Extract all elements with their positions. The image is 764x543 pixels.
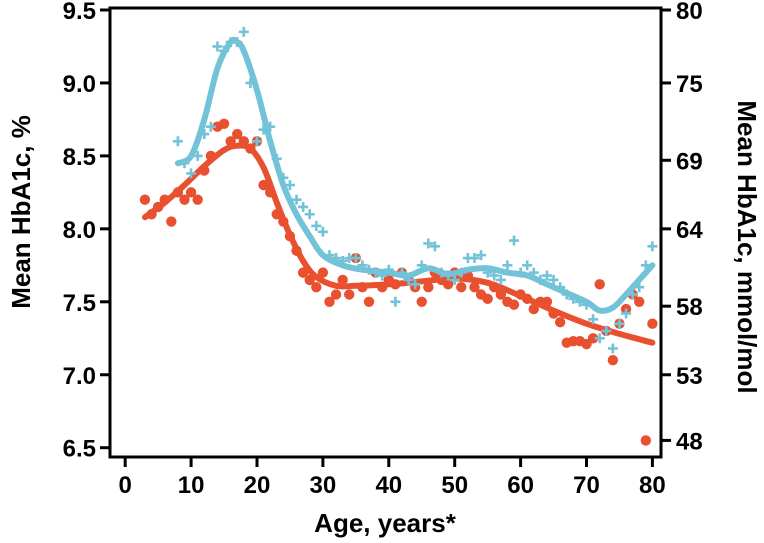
x-tick-label: 50 (441, 472, 468, 499)
data-point (363, 296, 375, 308)
data-marks (139, 26, 658, 446)
data-point (186, 168, 197, 179)
trend-line (174, 36, 656, 314)
data-point (304, 209, 315, 220)
data-point (416, 296, 427, 308)
data-point (390, 296, 401, 307)
data-point (185, 187, 197, 198)
data-point (324, 296, 335, 308)
data-point (647, 241, 658, 252)
data-point (344, 289, 355, 300)
y-tick-label-left: 7.5 (63, 290, 96, 317)
y-tick-label-right: 48 (676, 428, 703, 455)
data-point (192, 194, 203, 205)
y-tick-label-right: 80 (676, 0, 703, 25)
data-point (634, 296, 645, 308)
data-point (614, 318, 625, 329)
data-point (476, 250, 487, 261)
data-point (298, 201, 309, 212)
data-point (554, 317, 566, 328)
data-point (291, 194, 302, 205)
data-point (423, 238, 434, 249)
y-axis-title-left: Mean HbA1c, % (6, 115, 36, 309)
data-point (311, 220, 322, 231)
x-tick-label: 40 (375, 472, 402, 499)
data-point (232, 128, 243, 140)
y-tick-label-right: 75 (676, 71, 703, 98)
data-point (469, 282, 480, 293)
x-tick-label: 60 (507, 472, 534, 499)
data-point (495, 274, 506, 285)
data-point (495, 289, 507, 300)
data-point (284, 180, 295, 191)
y-tick-label-left: 8.0 (63, 217, 96, 244)
data-point (522, 260, 533, 271)
data-point (548, 274, 559, 285)
data-point (423, 282, 434, 293)
data-point (469, 253, 480, 264)
data-point (179, 194, 190, 205)
data-point (607, 343, 618, 354)
data-point (172, 136, 183, 147)
data-point (502, 260, 513, 271)
data-point (588, 314, 599, 325)
series-1 (172, 26, 658, 354)
x-axis-title: Age, years* (314, 508, 457, 538)
data-point (350, 253, 361, 264)
data-point (482, 293, 493, 305)
data-point (601, 325, 612, 336)
data-point (337, 274, 348, 286)
x-tick-label: 70 (573, 472, 600, 499)
y-tick-label-right: 64 (676, 217, 703, 244)
data-point (640, 435, 652, 446)
x-tick-label: 10 (178, 472, 205, 499)
data-point (541, 270, 552, 281)
data-point (509, 235, 520, 246)
data-point (594, 333, 605, 344)
x-tick-label: 30 (310, 472, 337, 499)
data-point (594, 279, 605, 290)
data-point (410, 279, 421, 290)
x-tick-label: 80 (639, 472, 666, 499)
y-tick-label-left: 6.5 (63, 436, 96, 463)
data-point (317, 267, 329, 278)
data-point (456, 282, 467, 293)
data-point (449, 274, 460, 285)
data-point (330, 289, 342, 300)
y-tick-label-left: 9.0 (63, 71, 96, 98)
y-axis-title-right: Mean HbA1c, mmol/mol (732, 100, 762, 393)
y-tick-label-left: 7.0 (63, 363, 96, 390)
axes: 0 10 20 30 40 50 60 70 80 6.5 7.0 7.5 8.0 8.5 9.0 9.5 48… (63, 0, 704, 499)
series-0 (139, 118, 658, 446)
data-point (258, 179, 269, 191)
data-point (166, 216, 177, 227)
data-point (205, 121, 216, 132)
data-point (317, 226, 328, 237)
data-point (528, 303, 539, 315)
y-tick-label-left: 9.5 (63, 0, 96, 25)
data-point (647, 318, 658, 329)
trend-line (142, 142, 656, 346)
data-point (429, 241, 440, 252)
data-point (587, 333, 599, 344)
y-tick-label-left: 8.5 (63, 144, 96, 171)
plot-frame (108, 6, 663, 459)
data-point (212, 41, 223, 52)
x-tick-label: 20 (244, 472, 271, 499)
y-tick-label-right: 53 (676, 363, 703, 390)
data-point (139, 194, 151, 205)
y-tick-label-right: 58 (676, 294, 703, 321)
x-tick-label: 0 (119, 472, 132, 499)
y-tick-label-right: 69 (676, 148, 703, 175)
data-point (251, 136, 262, 147)
data-point (607, 354, 619, 366)
data-point (621, 308, 632, 319)
data-point (218, 118, 230, 130)
data-point (238, 26, 249, 37)
data-point (311, 282, 322, 293)
data-point (508, 299, 520, 310)
